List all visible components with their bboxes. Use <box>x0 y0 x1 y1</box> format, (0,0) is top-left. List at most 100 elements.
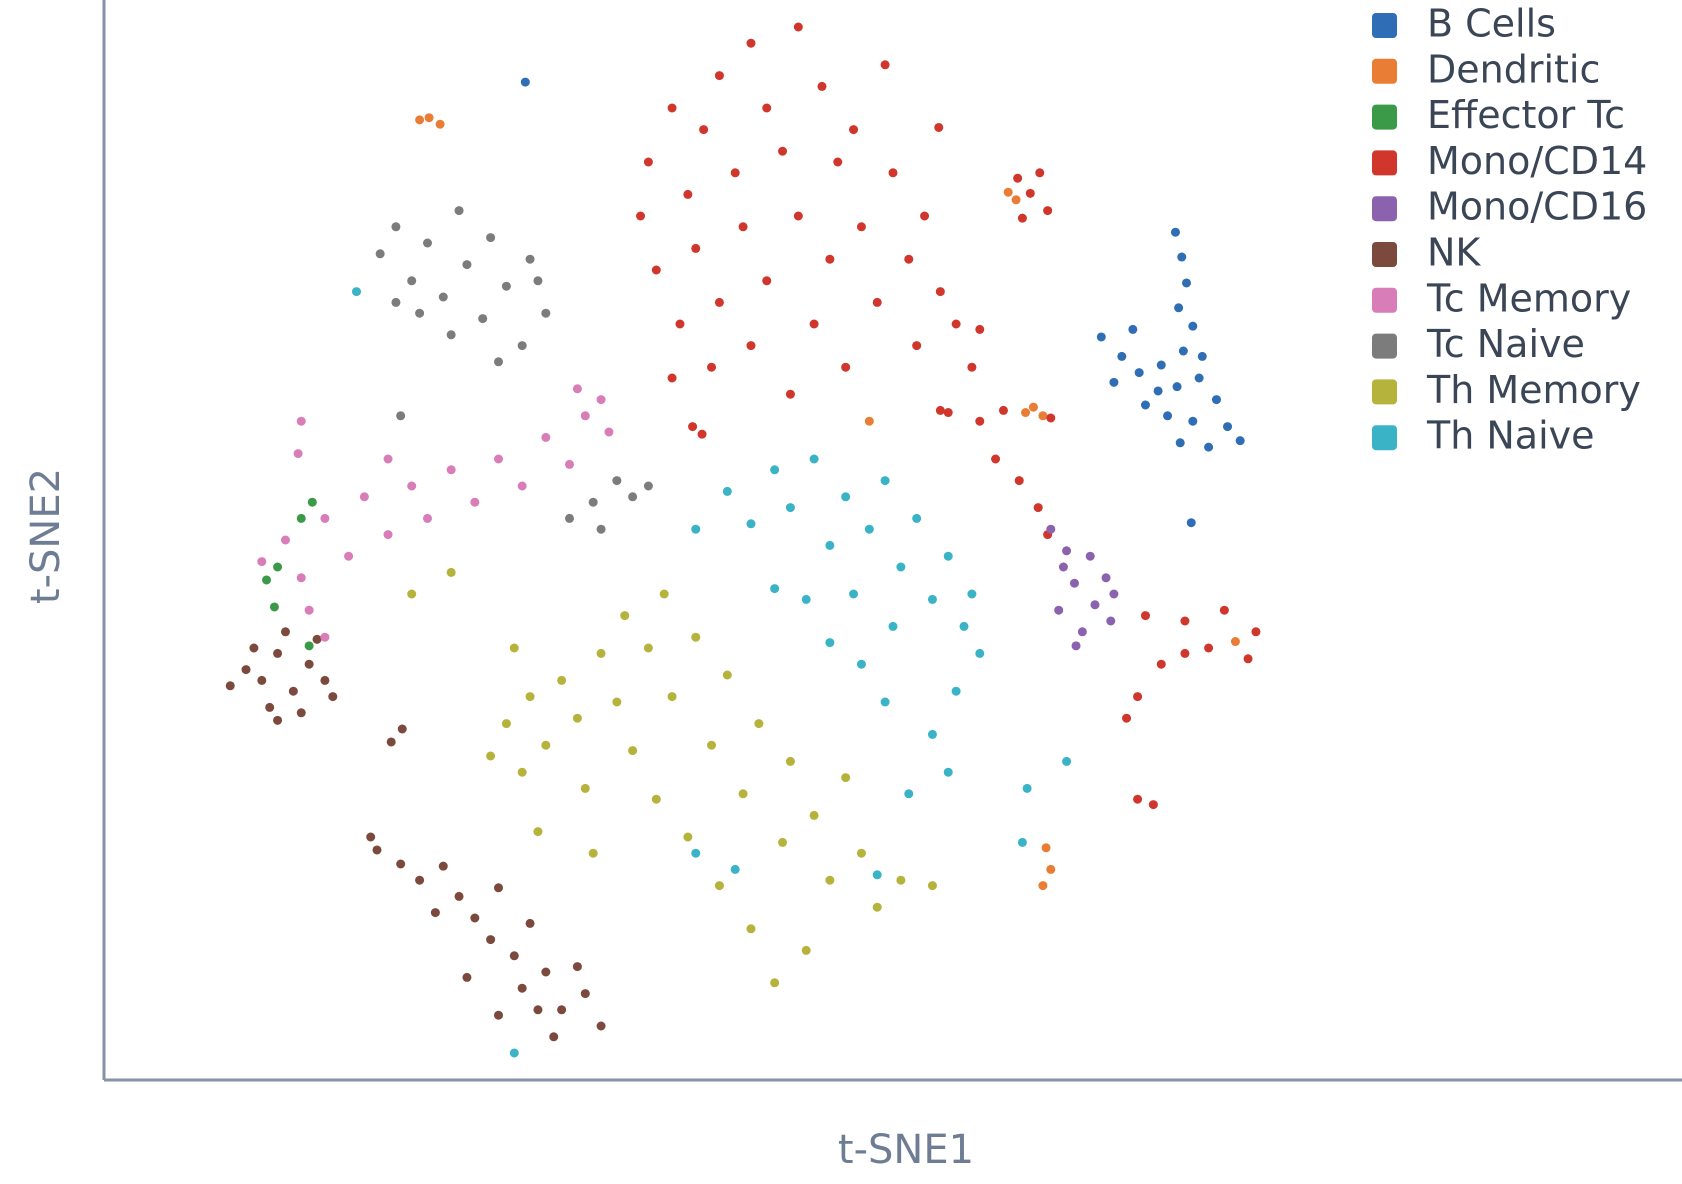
scatter-point <box>372 845 382 855</box>
scatter-point <box>1101 573 1111 583</box>
scatter-point <box>1140 611 1150 621</box>
scatter-point <box>1174 303 1184 313</box>
scatter-point <box>422 238 432 248</box>
scatter-point <box>675 319 685 329</box>
scatter-point <box>533 1005 543 1015</box>
scatter-point <box>1021 408 1031 418</box>
scatter-point <box>1223 422 1233 432</box>
scatter-point <box>904 789 914 799</box>
scatter-point <box>415 115 425 125</box>
scatter-point <box>730 168 740 178</box>
scatter-point <box>580 411 590 421</box>
scatter-point <box>927 729 937 739</box>
scatter-point <box>714 881 724 891</box>
scatter-point <box>525 918 535 928</box>
scatter-point <box>809 454 819 464</box>
scatter-point <box>396 411 406 421</box>
scatter-point <box>770 465 780 475</box>
scatter-point <box>1156 360 1166 370</box>
scatter-point <box>951 319 961 329</box>
scatter-point <box>320 632 330 642</box>
scatter-point <box>746 519 756 529</box>
scatter-point <box>304 605 314 615</box>
scatter-point <box>494 357 503 367</box>
scatter-point <box>1011 195 1021 205</box>
scatter-point <box>975 416 985 426</box>
scatter-point <box>1017 213 1027 223</box>
legend-swatch <box>1372 196 1397 222</box>
scatter-point <box>1170 227 1180 237</box>
scatter-point <box>273 562 283 572</box>
scatter-point <box>288 686 298 696</box>
scatter-point <box>935 405 945 415</box>
scatter-point <box>1134 368 1144 378</box>
scatter-point <box>470 913 480 923</box>
scatter-point <box>943 767 953 777</box>
scatter-point <box>435 119 445 129</box>
scatter-point <box>494 883 503 893</box>
scatter-point <box>1117 351 1127 361</box>
scatter-point <box>762 276 772 286</box>
scatter-point <box>793 22 803 32</box>
legend-swatch <box>1372 333 1397 359</box>
scatter-point <box>667 373 677 383</box>
scatter-point <box>691 243 701 253</box>
scatter-point <box>707 362 717 372</box>
scatter-point <box>604 427 614 437</box>
scatter-point <box>904 254 914 264</box>
scatter-point <box>422 513 432 523</box>
scatter-point <box>612 697 622 707</box>
scatter-point <box>312 634 322 644</box>
scatter-point <box>1046 413 1056 423</box>
scatter-point <box>935 287 945 297</box>
scatter-point <box>825 540 835 550</box>
scatter-point <box>596 524 606 534</box>
scatter-point <box>328 692 338 702</box>
scatter-point <box>880 697 890 707</box>
scatter-point <box>683 832 693 842</box>
scatter-point <box>273 648 283 658</box>
scatter-point <box>557 675 567 685</box>
scatter-point <box>1180 616 1190 626</box>
scatter-point <box>525 692 535 702</box>
scatter-point <box>920 211 930 221</box>
scatter-point <box>643 481 653 491</box>
scatter-point <box>888 168 898 178</box>
scatter-point <box>864 416 874 426</box>
scatter-point <box>699 125 709 135</box>
scatter-point <box>509 951 519 961</box>
scatter-point <box>486 233 496 243</box>
scatter-point <box>541 967 551 977</box>
scatter-point <box>1058 562 1068 572</box>
scatter-point <box>801 594 811 604</box>
scatter-point <box>912 513 922 523</box>
scatter-point <box>1182 278 1192 288</box>
scatter-point <box>730 864 740 874</box>
scatter-point <box>262 575 272 585</box>
scatter-point <box>1140 400 1150 410</box>
scatter-point <box>809 319 819 329</box>
scatter-point <box>683 189 693 199</box>
scatter-point <box>746 924 756 934</box>
scatter-point <box>793 211 803 221</box>
scatter-point <box>486 751 496 761</box>
legend-label: Th Naive <box>1426 414 1595 458</box>
scatter-point <box>1153 386 1163 396</box>
scatter-point <box>1156 659 1166 669</box>
scatter-point <box>841 362 851 372</box>
scatter-point <box>486 935 496 945</box>
scatter-point <box>612 476 622 486</box>
scatter-point <box>383 454 393 464</box>
scatter-point <box>1133 692 1143 702</box>
scatter-point <box>462 260 472 270</box>
scatter-point <box>770 978 780 988</box>
scatter-point <box>541 308 551 318</box>
scatter-point <box>998 405 1008 415</box>
scatter-point <box>517 481 527 491</box>
scatter-point <box>1077 627 1087 637</box>
scatter-point <box>269 602 279 612</box>
scatter-point <box>517 983 527 993</box>
